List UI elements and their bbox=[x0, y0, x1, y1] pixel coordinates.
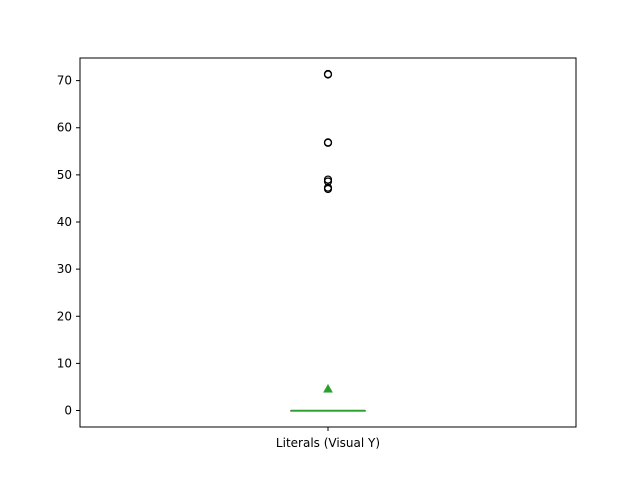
y-tick-label: 10 bbox=[57, 356, 72, 370]
outlier-point bbox=[323, 69, 333, 79]
y-axis: 0 10 20 30 40 50 60 70 bbox=[57, 74, 80, 418]
y-tick-label: 20 bbox=[57, 309, 72, 323]
y-tick-label: 40 bbox=[57, 215, 72, 229]
y-tick-label: 50 bbox=[57, 168, 72, 182]
box-plot bbox=[290, 69, 366, 412]
outlier-point bbox=[323, 175, 333, 184]
plot-area bbox=[79, 57, 577, 428]
x-axis: Literals (Visual Y) bbox=[276, 427, 380, 450]
mean-marker bbox=[323, 383, 333, 393]
y-tick-label: 70 bbox=[57, 74, 72, 88]
y-tick-label: 0 bbox=[64, 404, 72, 418]
outlier-point bbox=[323, 183, 333, 192]
x-tick-label: Literals (Visual Y) bbox=[276, 436, 380, 450]
outlier-point bbox=[323, 138, 333, 147]
y-tick-label: 60 bbox=[57, 121, 72, 135]
y-tick-label: 30 bbox=[57, 262, 72, 276]
